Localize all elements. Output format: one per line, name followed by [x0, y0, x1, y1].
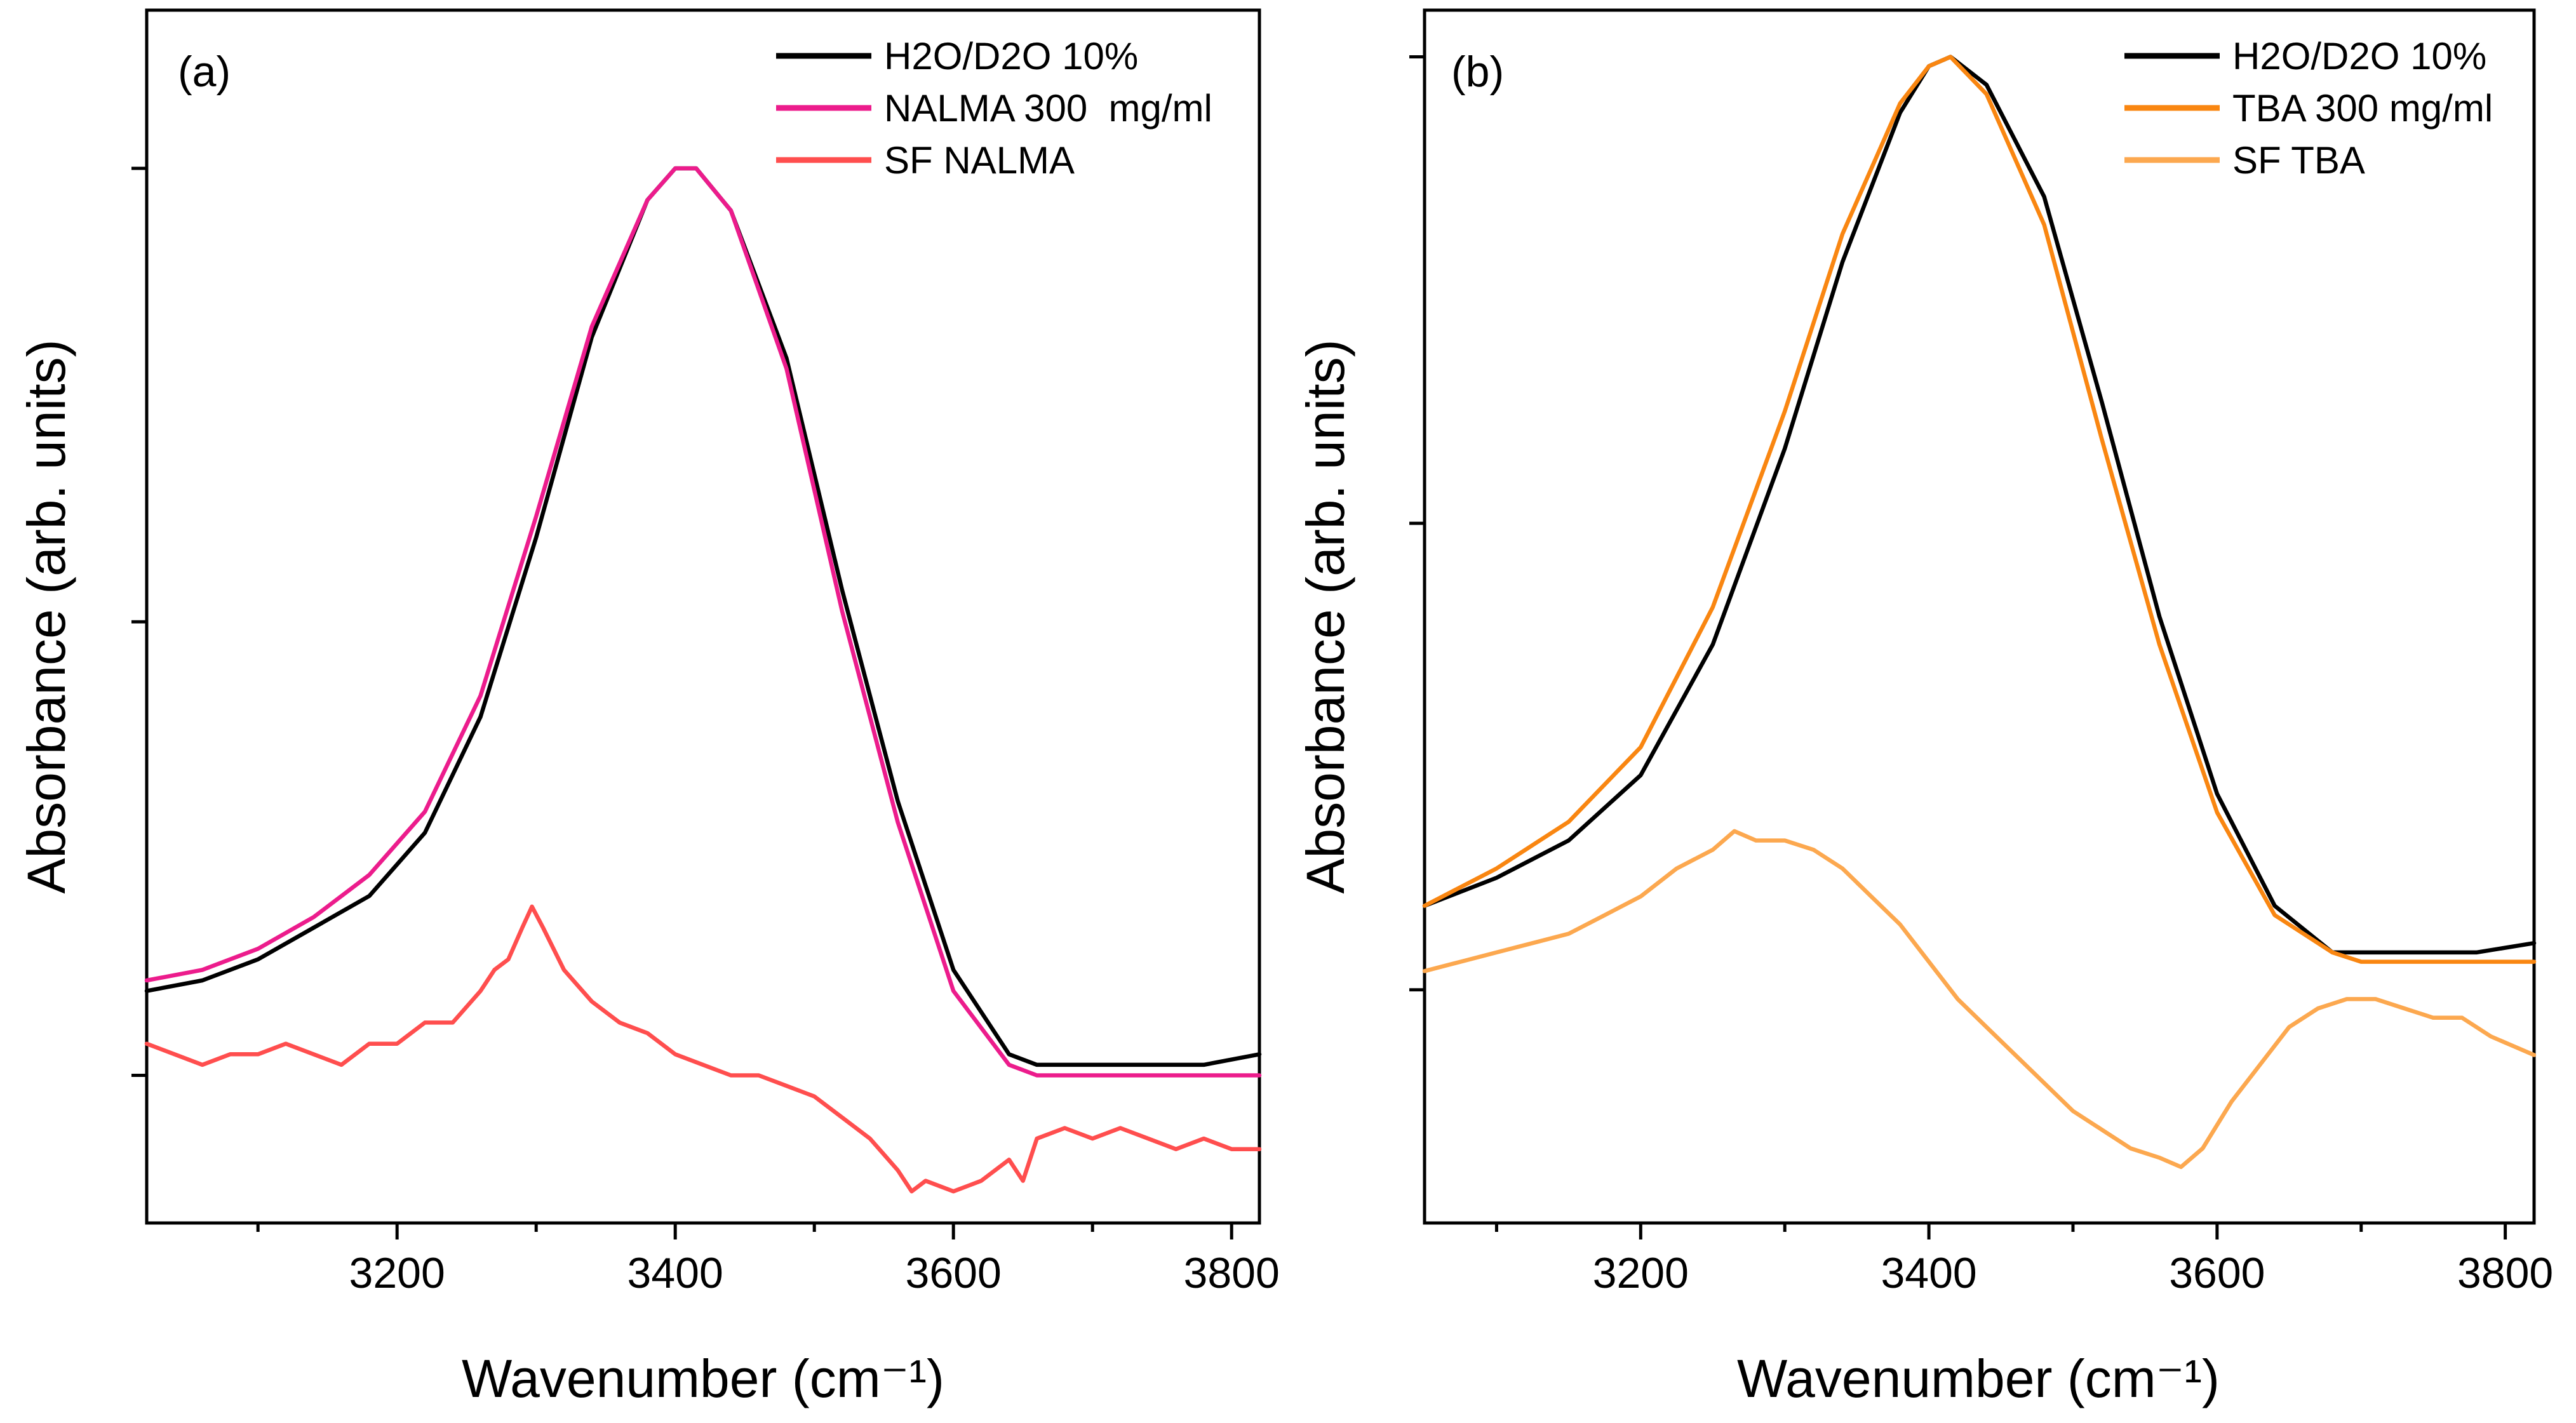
plot-frame-b: [1423, 8, 2536, 1225]
series-line-b-0: [1422, 55, 2537, 955]
legend-label-a-1: NALMA 300 mg/ml: [884, 87, 1212, 130]
axis-ticks-b: [1409, 55, 2507, 1239]
x-tick-labels-b: 3200 3400 3600 3800: [1593, 1249, 2554, 1297]
x-tick-label: 3800: [2457, 1249, 2553, 1297]
series-line-a-1: [144, 166, 1262, 1078]
series-group-b: [1422, 55, 2537, 1170]
x-tick-label: 3800: [1184, 1249, 1280, 1297]
chart-panel-b: (b) 3200 3400 3600 3800 Wavenumber (cm⁻¹) A…: [1296, 8, 2554, 1408]
legend-label-b-0: H2O/D2O 10%: [2232, 35, 2486, 77]
legend-label-b-2: SF TBA: [2232, 139, 2365, 182]
legend-label-a-2: SF NALMA: [884, 139, 1075, 182]
x-tick-label: 3600: [2169, 1249, 2265, 1297]
y-axis-title-a: Absorbance (arb. units): [17, 339, 76, 893]
legend-b: H2O/D2O 10% TBA 300 mg/ml SF TBA: [2124, 35, 2493, 182]
y-axis-title-b: Absorbance (arb. units): [1296, 339, 1355, 893]
series-line-b-2: [1422, 829, 2537, 1170]
panel-label-a: (a): [178, 48, 231, 96]
x-tick-label: 3200: [1593, 1249, 1689, 1297]
x-axis-title-a: Wavenumber (cm⁻¹): [462, 1349, 944, 1408]
x-tick-label: 3400: [627, 1249, 723, 1297]
x-tick-label: 3400: [1881, 1249, 1976, 1297]
series-group-a: [144, 166, 1262, 1194]
legend-a: H2O/D2O 10% NALMA 300 mg/ml SF NALMA: [776, 35, 1212, 182]
x-tick-labels-a: 3200 3400 3600 3800: [349, 1249, 1280, 1297]
axis-ticks-a: [131, 166, 1233, 1239]
chart-panel-a: (a) 3200 3400 3600 3800 Wavenumber (cm⁻¹) A…: [17, 8, 1280, 1408]
legend-label-a-0: H2O/D2O 10%: [884, 35, 1138, 77]
plot-frame-a: [145, 8, 1261, 1225]
series-line-a-2: [144, 904, 1262, 1194]
x-axis-title-b: Wavenumber (cm⁻¹): [1737, 1349, 2220, 1408]
x-tick-label: 3600: [906, 1249, 1002, 1297]
x-tick-label: 3200: [349, 1249, 445, 1297]
panel-label-b: (b): [1451, 48, 1504, 96]
legend-label-b-1: TBA 300 mg/ml: [2232, 87, 2493, 130]
series-line-b-1: [1422, 55, 2537, 964]
series-line-a-0: [144, 166, 1262, 1067]
